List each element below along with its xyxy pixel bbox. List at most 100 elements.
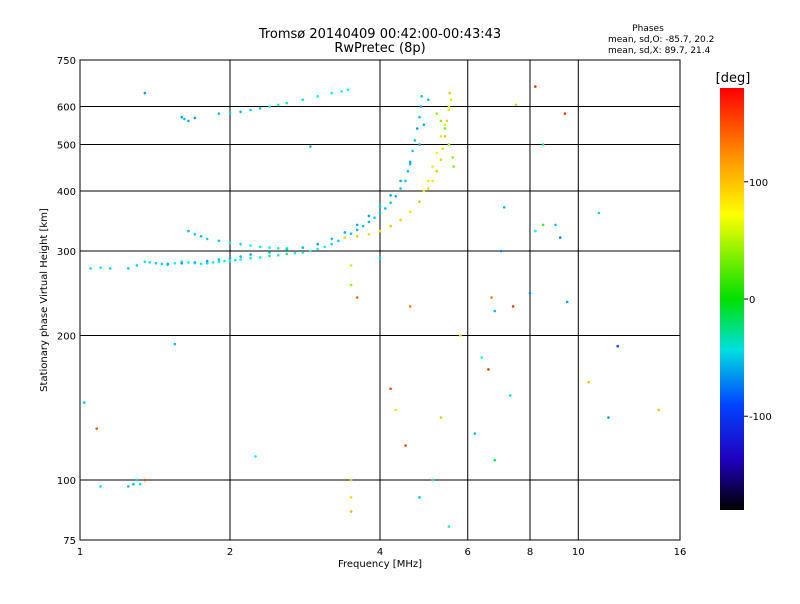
data-point bbox=[301, 251, 305, 254]
data-point bbox=[277, 103, 280, 107]
x-tick-label: 4 bbox=[377, 547, 383, 558]
data-point bbox=[499, 249, 503, 253]
data-point bbox=[234, 258, 237, 262]
data-point bbox=[268, 105, 271, 108]
data-point bbox=[443, 127, 447, 130]
data-point bbox=[355, 223, 359, 227]
data-point bbox=[293, 251, 297, 255]
data-point bbox=[228, 259, 232, 263]
data-point bbox=[127, 267, 130, 270]
data-point bbox=[404, 179, 407, 183]
data-point bbox=[349, 232, 353, 235]
data-point bbox=[154, 261, 158, 265]
data-point bbox=[285, 252, 289, 256]
data-point bbox=[166, 262, 169, 266]
data-point bbox=[268, 246, 271, 249]
data-point bbox=[487, 368, 490, 371]
data-point bbox=[452, 165, 455, 168]
data-point bbox=[378, 256, 382, 260]
data-point bbox=[187, 119, 190, 123]
data-point bbox=[616, 344, 619, 348]
data-point bbox=[99, 266, 102, 269]
data-point bbox=[187, 229, 190, 233]
data-point bbox=[447, 525, 451, 528]
data-point bbox=[254, 455, 257, 458]
data-point bbox=[143, 91, 147, 95]
data-point bbox=[511, 305, 515, 308]
data-point bbox=[534, 229, 537, 233]
data-point bbox=[367, 233, 371, 236]
data-point bbox=[355, 296, 359, 299]
data-point bbox=[597, 211, 601, 215]
data-point bbox=[541, 143, 545, 146]
data-point bbox=[563, 112, 567, 115]
data-point bbox=[394, 195, 398, 198]
data-point bbox=[431, 179, 434, 183]
data-point bbox=[541, 223, 545, 227]
data-point bbox=[439, 158, 443, 161]
data-point bbox=[205, 261, 209, 265]
data-point bbox=[443, 135, 447, 138]
data-point bbox=[138, 482, 142, 486]
data-point bbox=[193, 261, 197, 264]
chart-title: Tromsø 20140409 00:42:00-00:43:43 bbox=[258, 27, 501, 42]
data-point bbox=[95, 427, 98, 430]
data-point bbox=[448, 91, 452, 95]
data-point bbox=[565, 300, 569, 304]
y-tick-label: 100 bbox=[57, 476, 76, 487]
data-point bbox=[268, 251, 271, 254]
data-point bbox=[389, 387, 392, 391]
data-point bbox=[373, 216, 376, 219]
chart-subtitle: RwPretec (8p) bbox=[334, 41, 425, 56]
data-point bbox=[435, 169, 439, 173]
data-point bbox=[418, 496, 421, 499]
data-point bbox=[439, 135, 443, 138]
data-point bbox=[132, 482, 135, 486]
data-point bbox=[183, 117, 186, 121]
data-point bbox=[330, 91, 334, 95]
stats-heading: Phases bbox=[632, 24, 664, 34]
data-point bbox=[173, 342, 177, 346]
data-point bbox=[127, 485, 130, 488]
data-point bbox=[408, 210, 412, 214]
data-point bbox=[473, 432, 477, 435]
data-point bbox=[422, 123, 426, 126]
data-point bbox=[83, 401, 86, 404]
data-point bbox=[239, 255, 242, 258]
data-point bbox=[228, 241, 232, 245]
data-point bbox=[346, 88, 350, 92]
data-point bbox=[180, 261, 183, 265]
data-point bbox=[528, 291, 532, 295]
data-point bbox=[193, 233, 197, 236]
data-point bbox=[490, 296, 493, 299]
data-point bbox=[378, 229, 382, 233]
data-point bbox=[239, 242, 242, 246]
data-point bbox=[337, 239, 340, 243]
data-point bbox=[143, 478, 147, 482]
data-point bbox=[480, 356, 484, 359]
y-tick-label: 200 bbox=[57, 332, 76, 343]
data-point bbox=[343, 231, 347, 234]
data-point bbox=[211, 261, 215, 264]
data-point bbox=[268, 254, 271, 258]
data-point bbox=[427, 98, 430, 101]
data-point bbox=[89, 267, 92, 270]
data-point bbox=[378, 211, 382, 215]
data-point bbox=[330, 237, 334, 241]
data-point bbox=[408, 162, 412, 166]
data-point bbox=[406, 169, 410, 173]
data-point bbox=[384, 207, 387, 210]
y-tick-label: 500 bbox=[57, 141, 76, 152]
data-point bbox=[408, 305, 412, 308]
data-point bbox=[148, 261, 151, 264]
data-point bbox=[502, 206, 506, 209]
data-point bbox=[217, 258, 221, 261]
y-tick-label: 600 bbox=[57, 103, 76, 114]
data-point bbox=[135, 478, 139, 482]
data-point bbox=[187, 261, 190, 264]
data-point bbox=[217, 239, 221, 243]
stats-line-o: mean, sd,O: -85.7, 20.2 bbox=[608, 35, 714, 45]
data-point bbox=[607, 416, 610, 419]
data-point bbox=[277, 253, 280, 257]
data-point bbox=[355, 235, 359, 238]
